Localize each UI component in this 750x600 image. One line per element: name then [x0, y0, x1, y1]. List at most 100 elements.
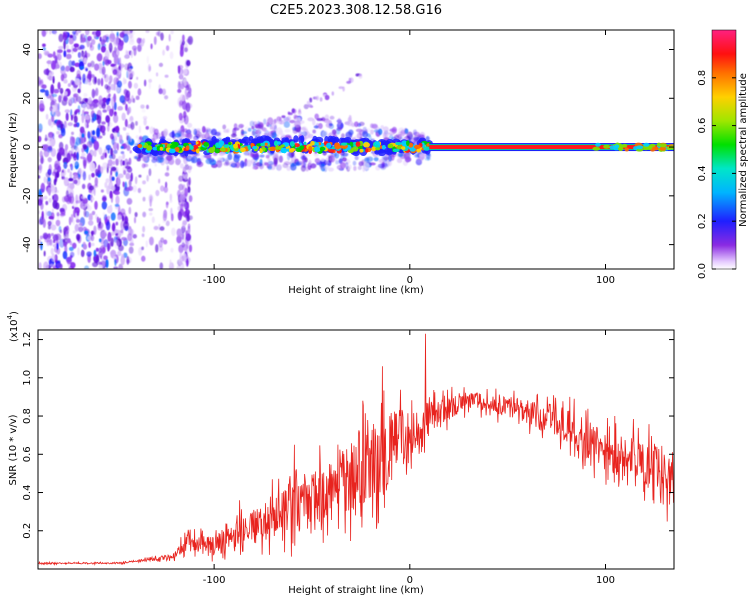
spectrogram-speckle-dot	[155, 72, 159, 77]
spectrogram-speckle-dot	[166, 165, 169, 171]
spectrogram-speckle-dot	[160, 185, 165, 192]
spectrogram-band-dot	[614, 144, 620, 149]
spectrogram-cloud-dot	[342, 152, 349, 157]
spectrogram-speckle-dot	[103, 255, 108, 261]
spectrogram-speckle-dot	[101, 121, 106, 125]
spectrogram-cloud-dot	[397, 134, 402, 141]
spectrogram-cloud-dot	[151, 158, 158, 164]
spectrogram-cloud-dot	[387, 161, 392, 166]
x-tick-label: 100	[596, 275, 615, 286]
spectrogram-speckle-dot	[45, 113, 49, 120]
spectrogram-speckle-dot	[101, 201, 108, 210]
spectrogram-cloud-dot	[404, 128, 409, 134]
spectrogram-speckle-dot	[53, 178, 57, 186]
spectrogram-speckle-dot	[177, 88, 182, 94]
spectrogram-speckle-dot	[188, 244, 193, 253]
spectrogram-speckle-dot	[128, 246, 134, 254]
spectrogram-speckle-dot	[130, 172, 133, 182]
spectrogram-speckle-dot	[68, 265, 75, 269]
spectrogram-speckle-dot	[55, 219, 61, 227]
spectrogram-speckle-dot	[129, 150, 132, 154]
spectrogram-band-dot	[280, 147, 285, 154]
spectrogram-band-dot	[643, 142, 650, 147]
spectrogram-speckle-dot	[52, 132, 55, 140]
spectrogram-cloud-dot	[284, 128, 291, 133]
spectrogram-speckle-dot	[143, 79, 147, 87]
spectrogram-speckle-dot	[69, 34, 73, 39]
spectrogram-speckle-dot	[51, 195, 55, 200]
spectrogram-speckle-dot	[100, 155, 105, 160]
spectrogram-cloud-dot	[231, 133, 237, 138]
spectrogram-speckle-dot	[73, 43, 80, 48]
spectrogram-speckle-dot	[122, 160, 125, 166]
spectrogram-cloud-dot	[388, 131, 395, 136]
spectrogram-speckle-dot	[115, 195, 120, 205]
spectrogram-band-dot	[252, 145, 258, 150]
spectrogram-speckle-dot	[187, 165, 193, 171]
spectrogram-speckle-dot	[184, 88, 188, 97]
spectrogram-cloud-dot	[180, 132, 185, 140]
spectrogram-speckle-dot	[185, 102, 191, 113]
spectrogram-speckle-dot	[92, 261, 99, 268]
spectrogram-band-dot	[381, 144, 386, 150]
colorbar: 0.0 0.2 0.4 0.6 0.8 Normalized spectral ampl…	[697, 29, 749, 279]
spectrogram-speckle-dot	[151, 216, 155, 224]
spectrogram-speckle-dot	[96, 53, 103, 62]
spectrogram-speckle-dot	[112, 160, 116, 166]
spectrogram-speckle-dot	[158, 88, 163, 95]
spectrogram-band-dot	[185, 145, 190, 151]
spectrogram-speckle-dot	[94, 200, 98, 210]
spectrogram-speckle-dot	[69, 66, 75, 73]
spectrogram-speckle-dot	[182, 252, 187, 263]
spectrogram-speckle-dot	[44, 89, 49, 97]
snr-multiplier: (x104)	[6, 311, 20, 342]
spectrogram-speckle-dot	[169, 259, 172, 267]
spectrogram-speckle-dot	[136, 37, 142, 44]
spectrogram-speckle-dot	[62, 34, 68, 41]
spectrogram-speckle-dot	[102, 109, 107, 113]
spectrogram-speckle-dot	[110, 97, 114, 108]
spectrogram-speckle-dot	[170, 30, 174, 35]
spectrogram-streak-dot	[291, 108, 296, 114]
spectrogram-cloud-dot	[203, 131, 208, 139]
spectrogram-band-dot	[340, 142, 348, 146]
spectrogram-cloud-dot	[175, 158, 181, 166]
spectrogram-speckle-dot	[65, 231, 69, 235]
spectrogram-speckle-dot	[122, 153, 126, 160]
spectrogram-speckle-dot	[185, 95, 189, 100]
snr-panel: -100 0 100 0.2 0.4 0.6 0.8 1.0 1.2 Height of str…	[6, 311, 675, 596]
spectrogram-band-dot	[310, 140, 315, 146]
spectrogram-speckle-dot	[40, 182, 46, 193]
spectrogram-cloud-dot	[286, 165, 291, 172]
spectrogram-cloud-dot	[382, 126, 389, 133]
spectrogram-speckle-dot	[50, 185, 55, 192]
spectrogram-speckle-dot	[102, 97, 107, 103]
spectrogram-speckle-dot	[120, 159, 124, 167]
spectrogram-speckle-dot	[77, 46, 82, 51]
spectrogram-band-dot	[175, 146, 180, 153]
spectrogram-cloud-dot	[382, 131, 387, 139]
spectrogram-speckle-dot	[82, 243, 88, 250]
spectrogram-speckle-dot	[85, 30, 90, 36]
spectrogram-speckle-dot	[50, 60, 57, 70]
spectrogram-speckle-dot	[107, 159, 113, 167]
spectrogram-cloud-dot	[272, 153, 279, 161]
spectrogram-speckle-dot	[53, 88, 60, 94]
spectrogram-streak-dot	[309, 97, 313, 103]
spectrogram-speckle-dot	[71, 131, 75, 136]
spectrogram-cloud-dot	[335, 128, 341, 135]
spectrogram-speckle-dot	[80, 249, 85, 258]
spectrogram-speckle-dot	[131, 70, 135, 77]
spectrogram-speckle-dot	[127, 106, 132, 114]
spectrogram-speckle-dot	[110, 166, 117, 172]
spectrogram-speckle-dot	[179, 83, 185, 90]
y-tick-label: 0.4	[22, 485, 33, 501]
spectrogram-speckle-dot	[65, 65, 70, 72]
spectrogram-cloud-dot	[325, 157, 329, 164]
spectrogram-speckle-dot	[143, 118, 147, 126]
spectrogram-band-dot	[333, 136, 340, 144]
spectrogram-band-dot	[401, 146, 406, 150]
spectrogram-speckle-dot	[100, 77, 104, 87]
spectrogram-speckle-dot	[158, 62, 164, 67]
spectrogram-cloud-dot	[267, 165, 273, 170]
